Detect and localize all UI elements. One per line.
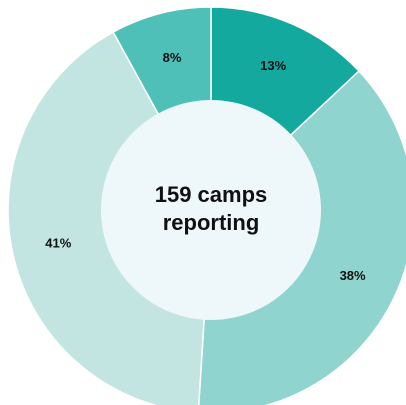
value-label: 8%	[163, 50, 182, 65]
center-label: 159 camps	[155, 182, 268, 207]
donut-hole	[101, 100, 321, 320]
value-label: 38%	[340, 268, 366, 283]
center-label: reporting	[163, 210, 260, 235]
value-label: 13%	[260, 58, 286, 73]
value-label: 41%	[45, 236, 71, 251]
